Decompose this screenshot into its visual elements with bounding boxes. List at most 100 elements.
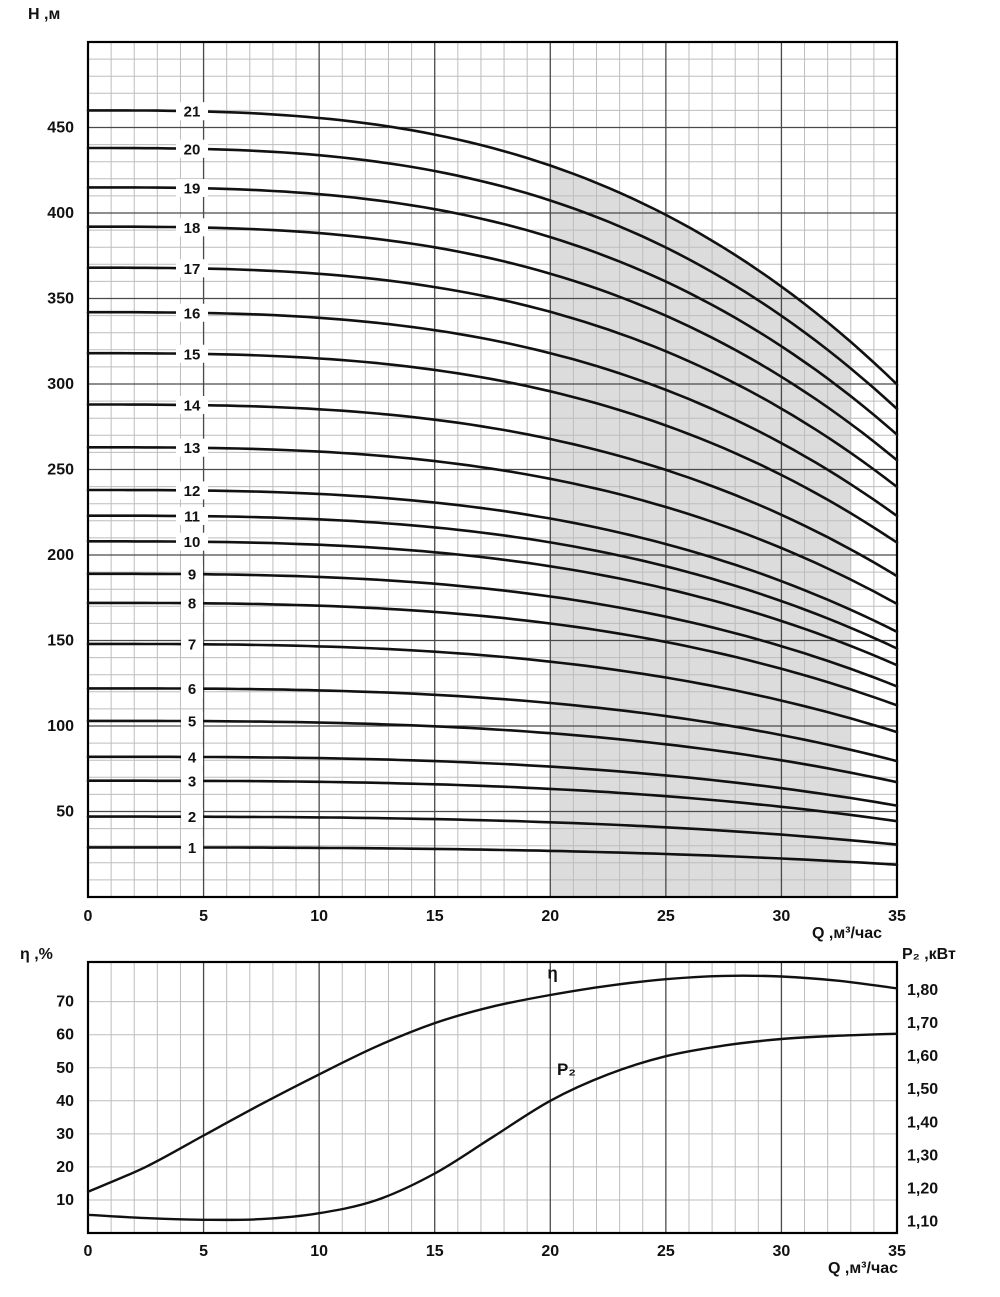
perf-axis-tick-labels: 0 5 10 15 20 25 30 35 10 20 30 40 50 60 70 1,10 1,20 1,30… — [56, 982, 938, 1260]
curve-label-mask — [176, 344, 209, 363]
perf-major-grid — [202, 962, 783, 1233]
head-curve-2 — [86, 815, 899, 846]
p2-tick-label: 1,20 — [907, 1180, 938, 1197]
curve-number-label: 16 — [184, 305, 201, 322]
curve-number-label: 4 — [188, 749, 197, 766]
head-curve-7 — [86, 642, 899, 734]
perf-x-tick-label: 5 — [199, 1243, 208, 1260]
head-y-axis-title: Н ,м — [28, 6, 61, 23]
recommended-range-shading — [550, 165, 851, 897]
head-curve-14 — [86, 403, 899, 578]
head-curve-10 — [86, 540, 899, 667]
eta-tick-label: 50 — [56, 1060, 74, 1077]
head-x-tick-label: 35 — [888, 908, 906, 925]
perf-curves — [86, 974, 899, 1222]
curve-label-mask — [181, 807, 204, 826]
head-y-tick-label: 400 — [47, 205, 74, 222]
perf-minor-grid — [88, 962, 897, 1233]
p2-tick-label: 1,40 — [907, 1114, 938, 1131]
head-x-tick-label: 5 — [199, 908, 208, 925]
perf-x-tick-label: 0 — [84, 1243, 93, 1260]
head-x-tick-label: 0 — [84, 908, 93, 925]
curve-label-mask — [176, 218, 209, 237]
curve-label-mask — [181, 594, 204, 613]
curve-number-label: 1 — [188, 840, 196, 857]
curve-number-label: 3 — [188, 773, 196, 790]
eta-tick-label: 20 — [56, 1159, 74, 1176]
head-curve-13 — [86, 446, 899, 606]
curve-label-mask — [176, 438, 209, 457]
curve-number-label: 17 — [184, 261, 201, 278]
curve-label-mask — [181, 712, 204, 731]
eta-tick-label: 10 — [56, 1192, 74, 1209]
curve-label-mask — [176, 303, 209, 322]
curve-label-mask — [176, 259, 209, 278]
perf-x-tick-label: 20 — [541, 1243, 559, 1260]
head-curve-19 — [86, 186, 899, 436]
head-curve-20 — [86, 146, 899, 411]
head-y-tick-label: 150 — [47, 633, 74, 650]
curve-label-mask — [176, 396, 209, 415]
eta-tick-label: 60 — [56, 1027, 74, 1044]
curve-number-label: 11 — [184, 509, 200, 526]
head-curve-4 — [86, 755, 899, 807]
head-curve-17 — [86, 266, 899, 489]
head-x-tick-label: 15 — [426, 908, 444, 925]
head-curve-6 — [86, 687, 899, 763]
head-curve-11 — [86, 514, 899, 650]
curve-label-mask — [176, 481, 209, 500]
curve-number-label: 15 — [184, 346, 201, 363]
curve-number-label: 12 — [184, 483, 201, 500]
eta-curve-label: η — [547, 964, 557, 983]
p2-tick-label: 1,60 — [907, 1048, 938, 1065]
head-y-tick-label: 250 — [47, 462, 74, 479]
curve-number-label: 13 — [184, 440, 201, 457]
curve-label-mask — [181, 679, 204, 698]
head-curves — [86, 109, 899, 866]
head-y-tick-label: 450 — [47, 120, 74, 137]
power-axis-title: P₂ ,кВт — [902, 946, 956, 963]
curve-number-label: 10 — [184, 534, 201, 551]
curve-label-mask — [181, 771, 204, 790]
curve-number-label: 19 — [184, 181, 201, 198]
p2-tick-label: 1,50 — [907, 1081, 938, 1098]
head-curve-5 — [86, 719, 899, 784]
curve-number-label: 7 — [188, 637, 196, 654]
head-curve-16 — [86, 310, 899, 518]
head-y-tick-label: 50 — [56, 804, 74, 821]
curve-number-label: 5 — [188, 714, 196, 731]
eta-tick-label: 70 — [56, 994, 74, 1011]
p2-curve-label: P₂ — [557, 1060, 576, 1079]
perf-curve-labels: η P₂ — [547, 964, 576, 1080]
head-curve-1 — [86, 846, 899, 866]
curve-number-label: 9 — [188, 567, 196, 584]
curve-label-mask — [181, 747, 204, 766]
head-x-tick-label: 30 — [773, 908, 791, 925]
perf-x-axis-title: Q ,м³/час — [828, 1260, 899, 1277]
head-y-tick-label: 100 — [47, 718, 74, 735]
head-y-tick-label: 300 — [47, 376, 74, 393]
perf-chart-border — [86, 960, 899, 1235]
curve-label-mask — [181, 635, 204, 654]
curve-number-label: 8 — [188, 596, 196, 613]
head-x-axis-title: Q ,м³/час — [812, 925, 883, 942]
curve-label-mask — [176, 507, 209, 526]
efficiency-axis-title: η ,% — [20, 946, 53, 963]
eta-tick-label: 40 — [56, 1093, 74, 1110]
curve-label-mask — [181, 838, 204, 857]
curve-number-label: 14 — [184, 398, 201, 415]
head-x-tick-label: 20 — [541, 908, 559, 925]
perf-x-tick-label: 35 — [888, 1243, 906, 1260]
curve-number-label: 20 — [184, 141, 201, 158]
curve-label-mask — [176, 179, 209, 198]
head-curve-9 — [86, 572, 899, 688]
head-y-tick-label: 200 — [47, 547, 74, 564]
head-curve-15 — [86, 351, 899, 544]
perf-x-tick-label: 15 — [426, 1243, 444, 1260]
perf-x-tick-label: 30 — [773, 1243, 791, 1260]
p2-tick-label: 1,70 — [907, 1015, 938, 1032]
head-chart-border — [86, 40, 899, 899]
